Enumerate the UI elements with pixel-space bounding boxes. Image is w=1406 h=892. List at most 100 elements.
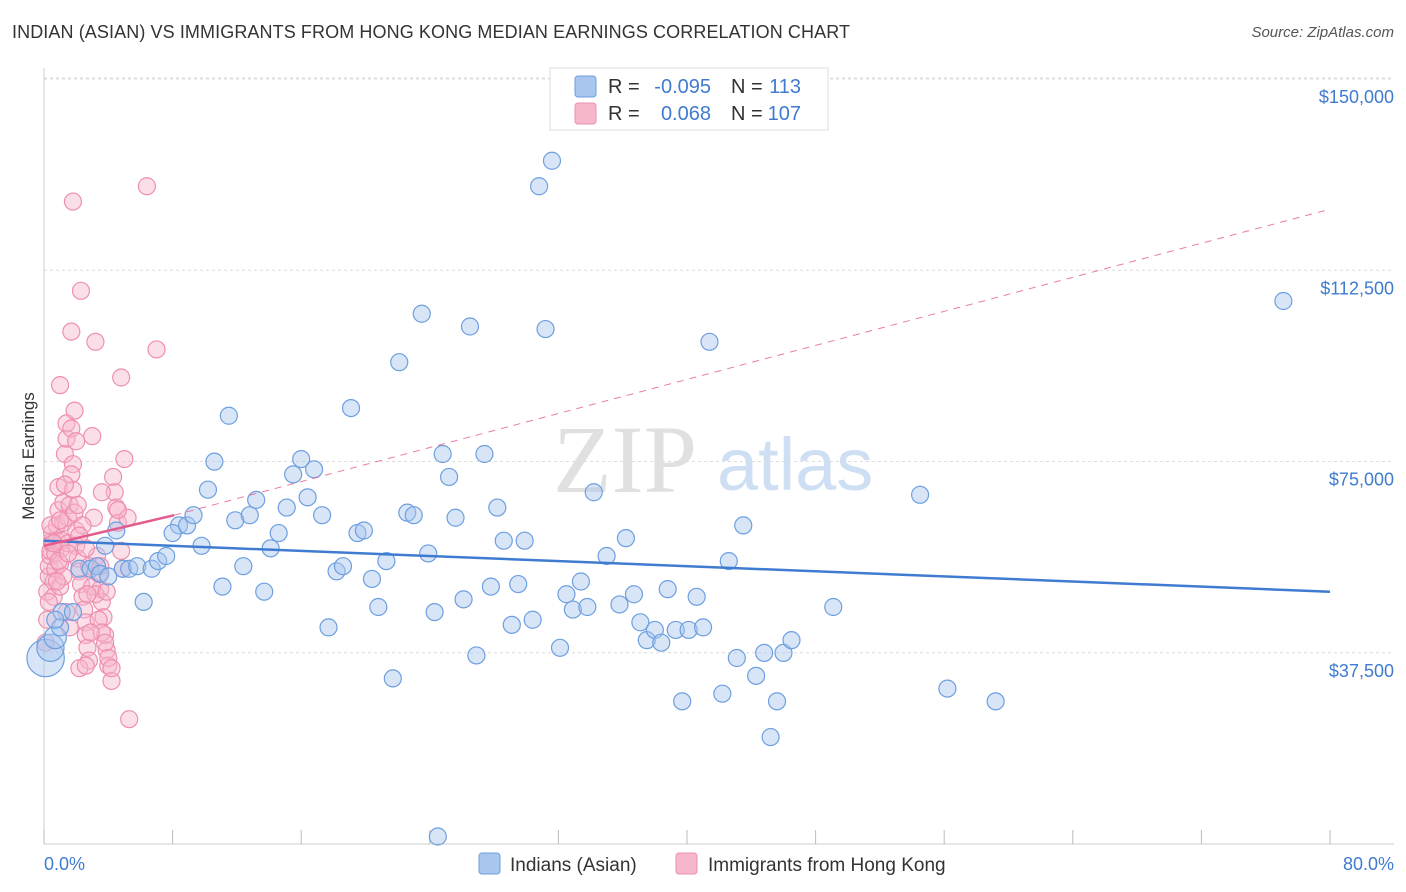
- scatter-point: [693, 618, 713, 637]
- scatter-point: [226, 511, 245, 530]
- scatter-point: [60, 618, 79, 637]
- trend-line-hong-kong-solid: [43, 513, 175, 548]
- scatter-point: [333, 557, 353, 576]
- scatter-point: [59, 544, 78, 563]
- scatter-point: [219, 406, 238, 425]
- scatter-point: [105, 483, 124, 502]
- scatter-point: [44, 587, 63, 606]
- y-axis-label: Median Earnings: [19, 392, 38, 520]
- scatter-point: [312, 506, 332, 525]
- scatter-point: [49, 551, 68, 571]
- scatter-point: [428, 827, 447, 846]
- scatter-point: [97, 582, 116, 601]
- scatter-point: [47, 572, 66, 591]
- scatter-point: [679, 620, 698, 640]
- scatter-point: [631, 613, 650, 632]
- scatter-point: [255, 582, 274, 601]
- scatter-point: [112, 368, 131, 387]
- scatter-point: [571, 572, 591, 591]
- scatter-point: [102, 671, 121, 691]
- scatter-point: [624, 585, 644, 604]
- scatter-point: [509, 574, 528, 594]
- scatter-point: [120, 710, 139, 729]
- scatter-point: [298, 488, 317, 507]
- scatter-point: [362, 569, 382, 589]
- bottom-legend-label-blue: Indians (Asian): [510, 855, 637, 876]
- scatter-point: [454, 590, 473, 609]
- scatter-point: [205, 452, 224, 471]
- scatter-point: [213, 577, 232, 596]
- scatter-point: [46, 610, 65, 629]
- bottom-legend-label-pink: Immigrants from Hong Kong: [708, 855, 946, 876]
- scatter-point: [284, 465, 303, 484]
- scatter-point: [481, 577, 500, 596]
- scatter-point: [563, 600, 582, 619]
- scatter-point: [184, 506, 203, 525]
- legend-n-label-pink: N =: [731, 103, 763, 125]
- scatter-point: [79, 651, 99, 670]
- scatter-point: [128, 557, 147, 576]
- scatter-point: [719, 551, 738, 571]
- scatter-point: [550, 638, 570, 657]
- source-label: Source: ZipAtlas.com: [1251, 24, 1394, 41]
- legend-r-value-pink: 0.068: [661, 103, 711, 125]
- scatter-point: [73, 516, 92, 535]
- trend-line-hong-kong-dashed: [174, 208, 1331, 516]
- scatter-point: [616, 529, 636, 548]
- scatter-point: [383, 669, 402, 688]
- y-tick-label: $37,500: [1329, 661, 1394, 681]
- x-tick-label-min: 0.0%: [44, 854, 85, 874]
- bottom-legend: Indians (Asian) Immigrants from Hong Kon…: [478, 852, 946, 876]
- scatter-point: [277, 498, 296, 517]
- watermark-zip: ZIP: [553, 406, 697, 513]
- scatter-point: [108, 501, 128, 520]
- scatter-point: [488, 498, 507, 517]
- scatter-point: [319, 618, 338, 637]
- watermark-atlas: atlas: [717, 423, 873, 506]
- scatter-point: [115, 450, 134, 469]
- legend-n-value-blue: 113: [769, 76, 801, 98]
- scatter-point: [390, 353, 409, 372]
- scatter-point: [104, 467, 123, 487]
- scatter-point: [1274, 291, 1293, 311]
- scatter-point: [94, 608, 113, 627]
- scatter-point: [43, 625, 67, 650]
- scatter-point: [99, 648, 118, 668]
- scatter-point: [713, 684, 732, 703]
- scatter-point: [102, 659, 121, 678]
- scatter-point: [65, 401, 84, 420]
- legend-r-value-blue: -0.095: [654, 76, 711, 98]
- scatter-point: [782, 631, 801, 650]
- scatter-point: [494, 531, 513, 550]
- y-tick-labels: $37,500 $75,000 $112,500 $150,000: [1319, 87, 1394, 681]
- scatter-point: [112, 541, 131, 561]
- scatter-point: [39, 592, 58, 612]
- bottom-legend-swatch-blue: [478, 852, 501, 875]
- scatter-point: [433, 444, 452, 464]
- scatter-point: [304, 460, 324, 479]
- bottom-legend-swatch-pink: [675, 852, 698, 875]
- scatter-point: [761, 727, 780, 747]
- scatter-point: [673, 692, 692, 711]
- scatter-point: [95, 536, 115, 555]
- scatter-point: [446, 508, 465, 527]
- scatter-point: [71, 281, 91, 300]
- scatter-point: [97, 641, 116, 660]
- scatter-point: [467, 646, 486, 665]
- scatter-point: [767, 692, 787, 711]
- scatter-point: [86, 332, 105, 351]
- x-axis-ticks: [43, 830, 1331, 844]
- scatter-point: [425, 602, 444, 622]
- scatter-point: [610, 595, 629, 614]
- scatter-point: [658, 580, 677, 599]
- scatter-point: [439, 467, 459, 487]
- scatter-point: [41, 516, 60, 535]
- scatter-point: [666, 620, 685, 640]
- legend-r-label-blue: R =: [608, 76, 640, 98]
- legend-n-value-pink: 107: [768, 103, 801, 125]
- scatter-point: [247, 490, 266, 509]
- scatter-point: [67, 432, 86, 451]
- scatter-point: [55, 475, 74, 494]
- scatter-point: [95, 633, 115, 652]
